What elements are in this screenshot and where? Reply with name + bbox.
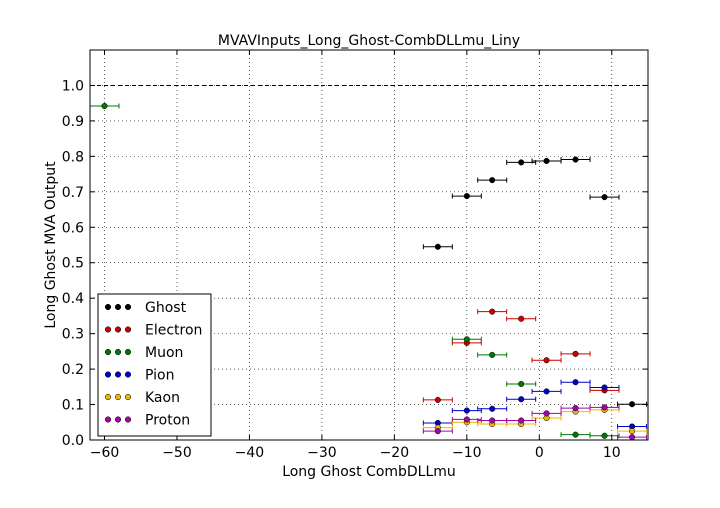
data-point xyxy=(518,396,525,403)
y-tick-label: 0.6 xyxy=(62,220,84,236)
legend-marker xyxy=(104,348,112,356)
data-point xyxy=(543,410,550,417)
legend-label: Muon xyxy=(145,345,183,361)
data-point xyxy=(601,194,608,201)
legend-marker xyxy=(104,416,112,423)
x-tick-label: 0 xyxy=(535,445,544,461)
data-point xyxy=(629,434,636,441)
legend-marker xyxy=(114,326,122,333)
legend-marker xyxy=(124,303,132,311)
data-point xyxy=(572,156,579,163)
x-tick-label: −20 xyxy=(380,445,410,461)
data-point xyxy=(543,388,550,395)
data-point xyxy=(629,428,636,435)
legend-marker xyxy=(124,326,132,333)
data-point xyxy=(572,405,579,412)
x-axis-label: Long Ghost CombDLLmu xyxy=(282,464,456,480)
y-tick-label: 0.0 xyxy=(62,433,84,449)
y-tick-label: 0.8 xyxy=(62,149,84,165)
legend-marker xyxy=(124,416,132,423)
data-point xyxy=(489,417,496,424)
data-point xyxy=(463,416,470,423)
legend-label: Ghost xyxy=(145,300,187,316)
data-point xyxy=(629,401,636,408)
legend-marker xyxy=(104,326,112,333)
legend-label: Pion xyxy=(145,368,174,384)
legend-marker xyxy=(114,371,122,378)
legend-marker xyxy=(104,371,112,378)
x-tick-label: −40 xyxy=(235,445,265,461)
data-point xyxy=(572,379,579,386)
data-point xyxy=(489,405,496,412)
data-point xyxy=(463,336,470,343)
legend-marker xyxy=(124,393,132,401)
legend-label: Proton xyxy=(145,413,190,429)
x-tick-label: 10 xyxy=(603,445,621,461)
y-axis-label: Long Ghost MVA Output xyxy=(43,161,59,329)
data-point xyxy=(434,396,441,403)
legend-label: Kaon xyxy=(145,390,180,406)
legend-box xyxy=(97,293,212,437)
y-tick-label: 0.5 xyxy=(62,256,84,272)
data-point xyxy=(572,350,579,357)
legend-marker xyxy=(114,393,122,401)
y-tick-label: 0.1 xyxy=(62,398,84,414)
y-tick-label: 0.4 xyxy=(62,291,84,307)
data-point xyxy=(601,432,608,439)
ticks: −60 −50 −40 −30 −20 −10 0 10 0.0 0.1 0.2 0.3 0.4 0.5 0… xyxy=(62,50,648,461)
data-point xyxy=(101,102,108,110)
y-tick-label: 0.2 xyxy=(62,362,84,378)
data-layer xyxy=(89,102,648,441)
data-point xyxy=(518,380,525,388)
legend-marker xyxy=(124,348,132,356)
y-tick-label: 1.0 xyxy=(62,78,84,94)
data-point xyxy=(518,315,525,322)
data-point xyxy=(489,351,496,358)
plot-frame xyxy=(89,49,649,441)
y-tick-label: 0.9 xyxy=(62,114,84,130)
legend-label: Electron xyxy=(145,323,202,339)
legend: Ghost Electron Muon Pion Kaon Proton xyxy=(97,293,212,437)
legend-marker xyxy=(114,303,122,311)
data-point xyxy=(489,308,496,315)
chart-title: MVAVInputs_Long_Ghost-CombDLLmu_Liny xyxy=(218,33,520,49)
x-tick-label: −10 xyxy=(452,445,482,461)
data-point xyxy=(601,404,608,411)
data-point xyxy=(572,431,579,438)
data-point xyxy=(434,243,441,250)
legend-marker xyxy=(114,348,122,356)
data-point xyxy=(463,193,470,200)
data-point xyxy=(543,157,550,165)
data-point xyxy=(463,407,470,414)
data-point xyxy=(601,384,608,391)
y-tick-label: 0.7 xyxy=(62,185,84,201)
legend-marker xyxy=(104,303,112,311)
x-tick-label: −60 xyxy=(90,445,120,461)
legend-marker xyxy=(104,393,112,401)
data-point xyxy=(489,177,496,184)
data-point xyxy=(518,417,525,424)
x-tick-label: −30 xyxy=(307,445,337,461)
data-point xyxy=(543,357,550,364)
y-tick-label: 0.3 xyxy=(62,327,84,343)
legend-marker xyxy=(124,371,132,378)
legend-marker xyxy=(114,416,122,423)
data-point xyxy=(518,159,525,166)
x-tick-label: −50 xyxy=(162,445,192,461)
data-point xyxy=(434,428,441,435)
